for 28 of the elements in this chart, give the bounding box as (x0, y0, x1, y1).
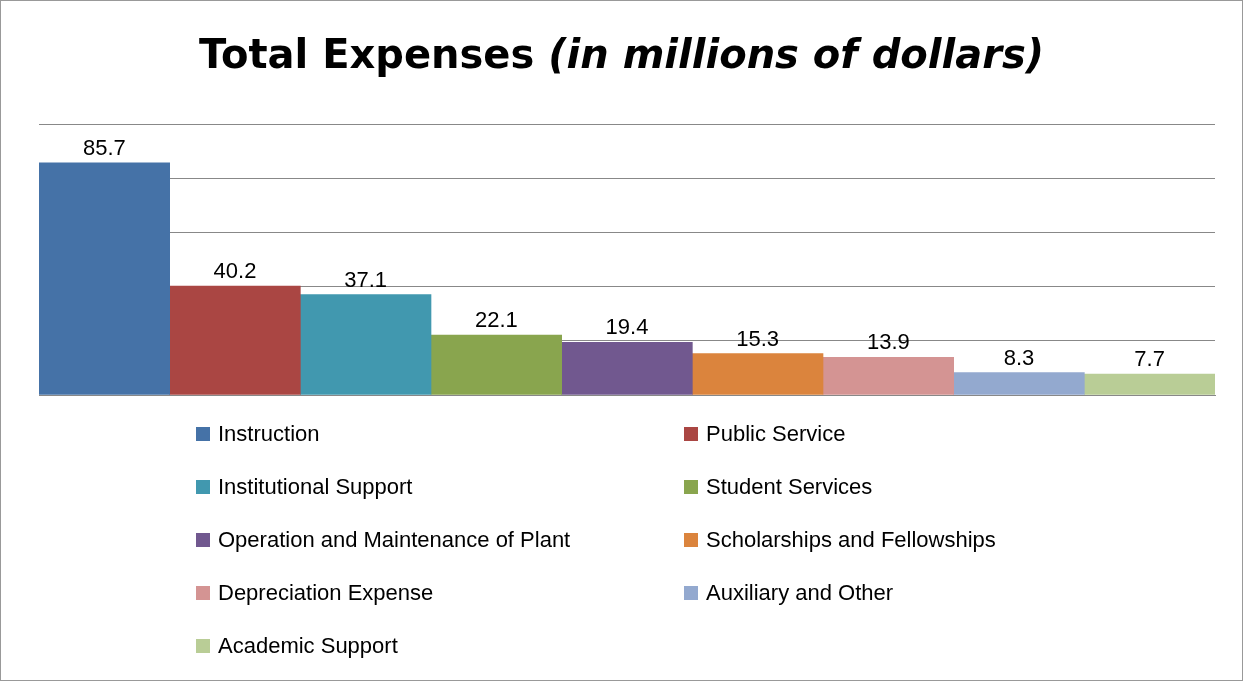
legend-label: Depreciation Expense (218, 580, 434, 606)
bar (692, 353, 824, 395)
data-label: 22.1 (474, 307, 518, 333)
legend-label: Operation and Maintenance of Plant (218, 527, 571, 553)
legend-label: Scholarships and Fellowships (706, 527, 996, 553)
bar (300, 294, 432, 395)
bar (561, 342, 693, 395)
bar (39, 162, 170, 395)
data-label: 13.9 (866, 329, 910, 355)
data-label: 7.7 (1134, 346, 1165, 372)
bar (953, 372, 1085, 395)
bar (169, 285, 301, 395)
legend-label: Student Services (706, 474, 873, 500)
legend-label: Instruction (218, 421, 320, 447)
legend-label: Academic Support (218, 633, 398, 659)
data-label: 40.2 (213, 258, 257, 284)
legend-label: Public Service (706, 421, 846, 447)
data-label: 19.4 (605, 314, 649, 340)
data-label: 8.3 (1003, 344, 1035, 370)
data-label: 85.7 (82, 134, 126, 160)
data-label: 15.3 (736, 325, 780, 351)
bar (1084, 373, 1215, 395)
chart-title: Total Expenses (in millions of dollars) (198, 31, 1045, 77)
bar (430, 334, 562, 395)
bar (822, 357, 954, 395)
legend-label: Institutional Support (218, 474, 413, 500)
data-label: 37.1 (344, 266, 388, 292)
legend-label: Auxiliary and Other (706, 580, 894, 606)
